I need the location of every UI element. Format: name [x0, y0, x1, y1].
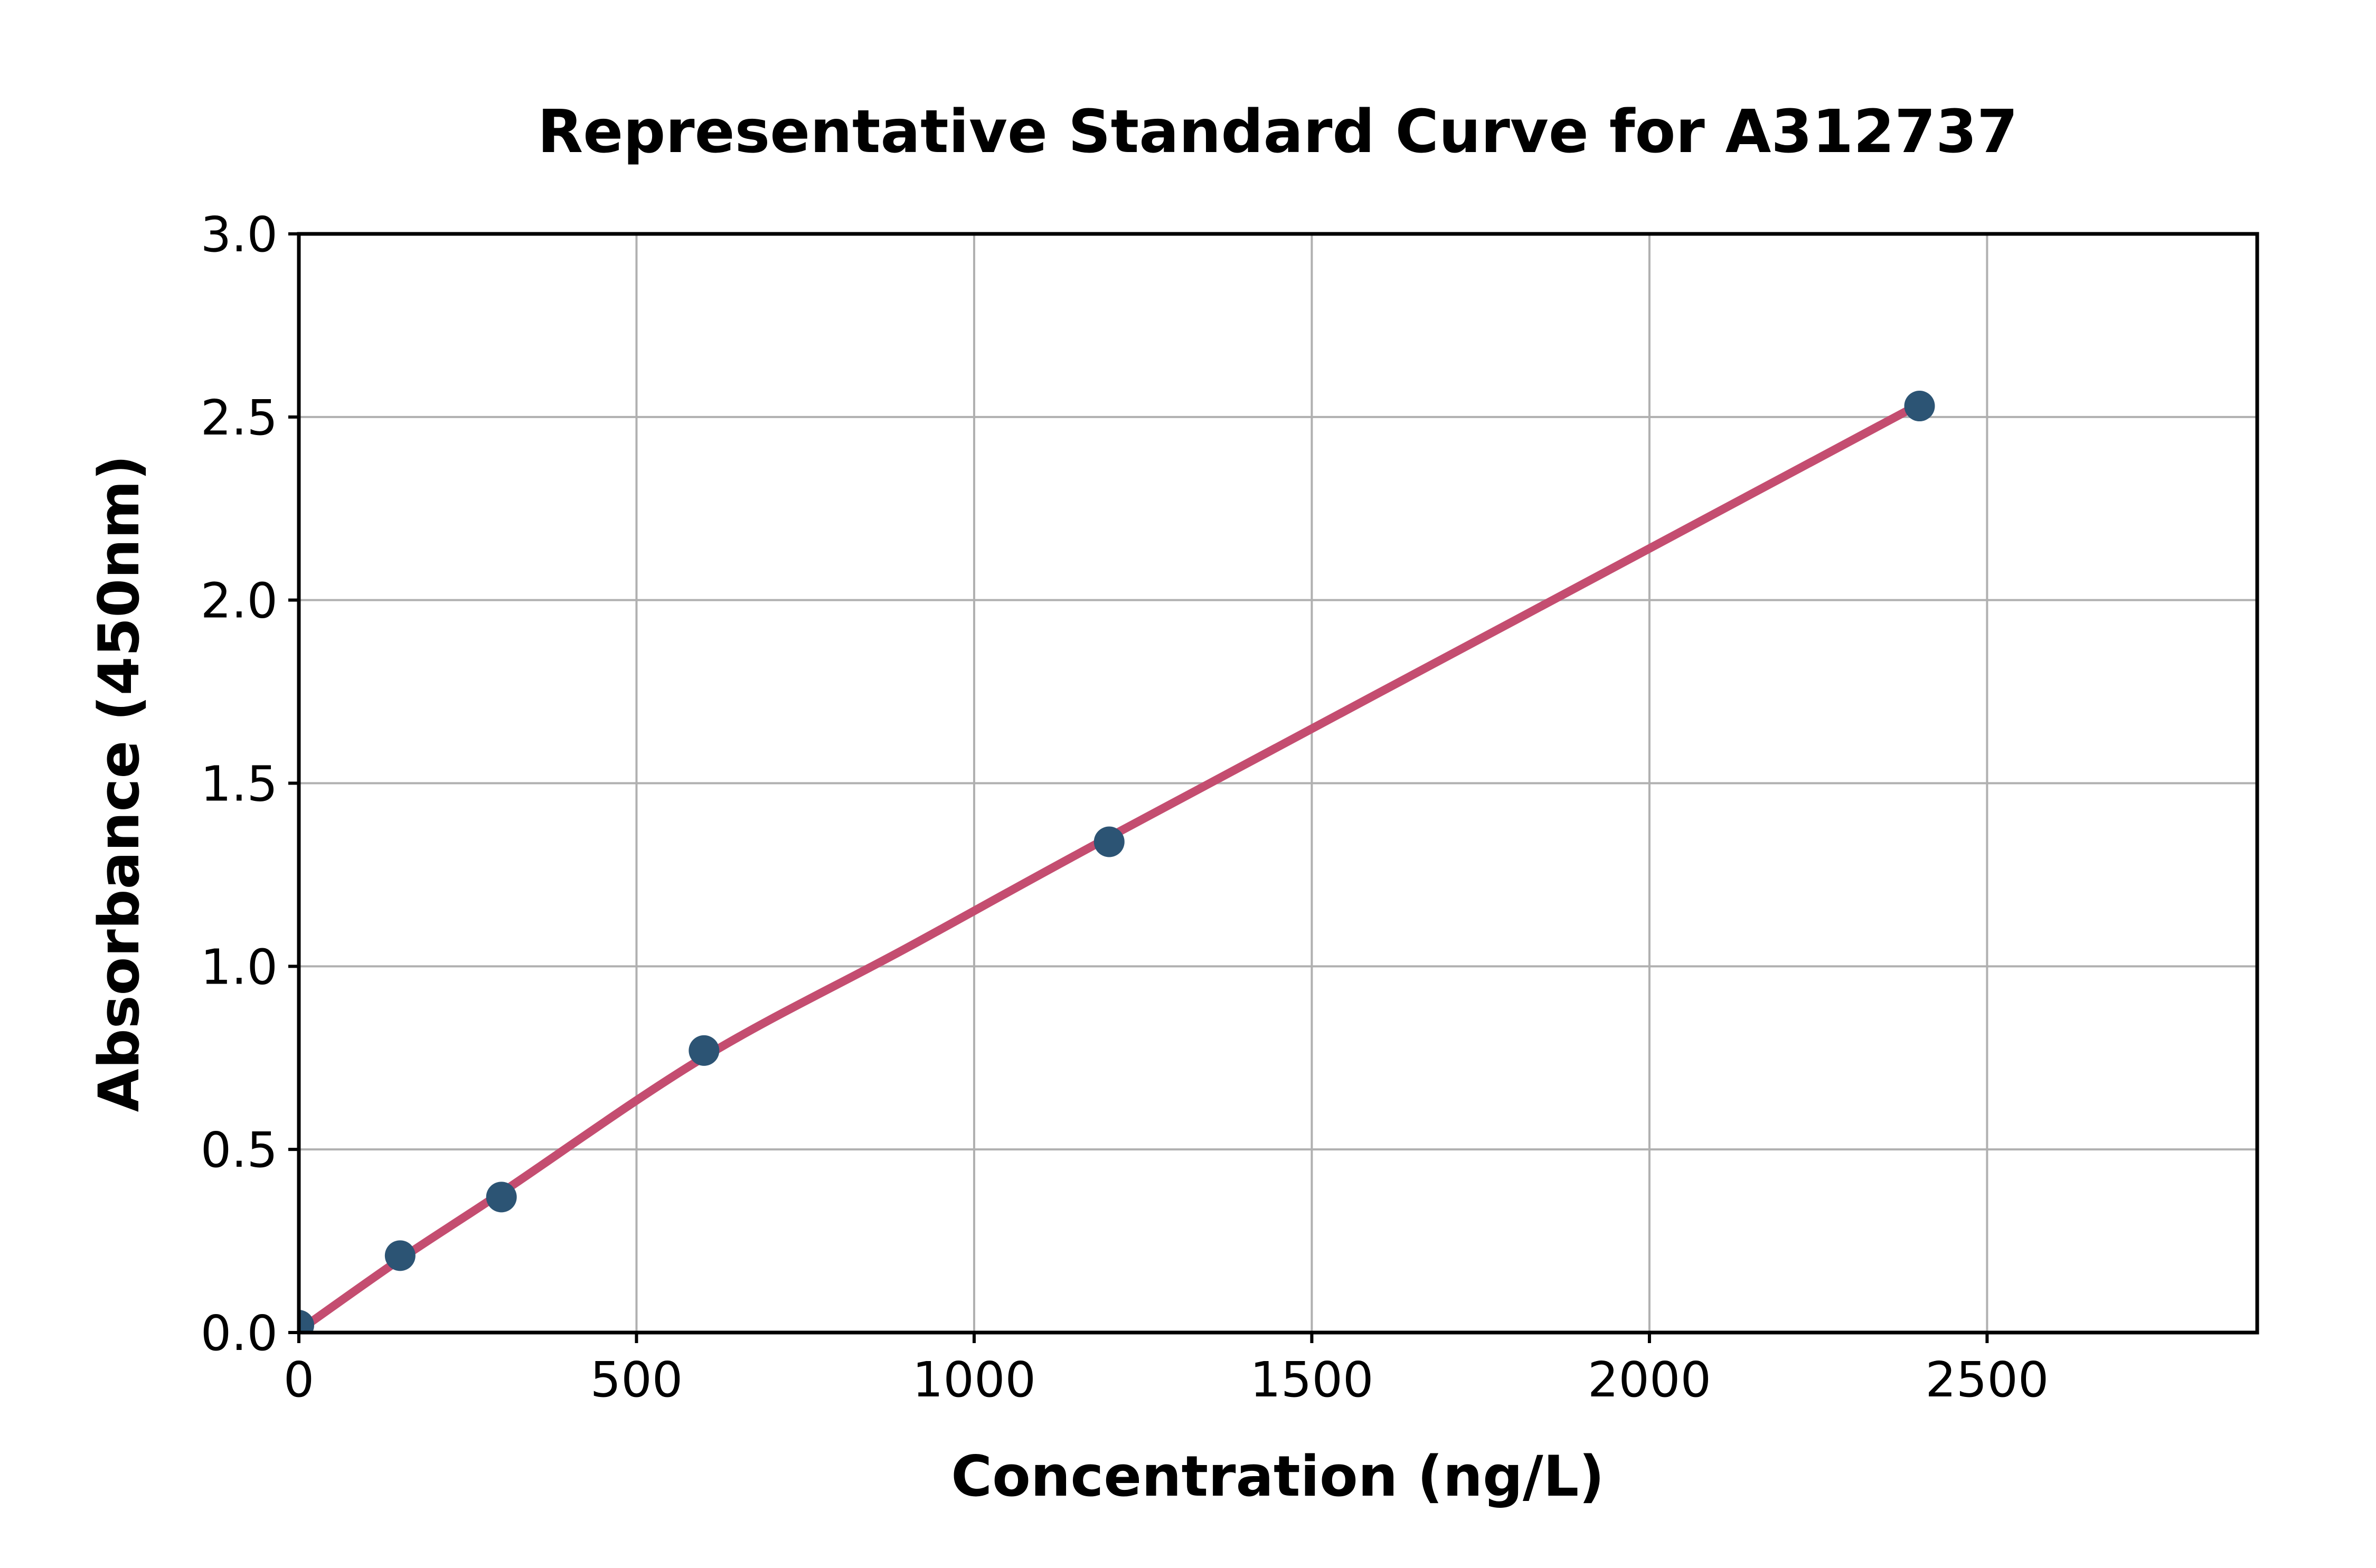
fit-curve-line — [299, 400, 1922, 1333]
y-tick-label: 3.0 — [201, 206, 278, 263]
data-point — [689, 1035, 720, 1066]
x-tick-label: 1500 — [1250, 1352, 1373, 1408]
chart-title: Representative Standard Curve for A31273… — [538, 98, 2018, 166]
x-tick-label: 500 — [590, 1352, 683, 1408]
data-point — [1904, 391, 1935, 422]
x-tick-label: 0 — [284, 1352, 315, 1408]
x-tick-label: 1000 — [912, 1352, 1036, 1408]
x-tick-label: 2500 — [1925, 1352, 2049, 1408]
y-axis-label: Absorbance (450nm) — [87, 455, 152, 1112]
grid-layer — [298, 233, 2257, 1334]
y-tick-label: 0.5 — [201, 1122, 278, 1178]
data-point — [299, 1310, 314, 1333]
y-tick-label: 1.0 — [201, 939, 278, 995]
data-point — [486, 1182, 517, 1213]
y-tick-label: 2.0 — [201, 573, 278, 629]
x-tick-label: 2000 — [1588, 1352, 1711, 1408]
tick-layer: 0 500 1000 1500 2000 2500 0.0 0.5 1.0 1.5 2.0 2.5 3.… — [201, 206, 2049, 1408]
data-point — [1093, 826, 1125, 857]
data-point — [384, 1240, 416, 1271]
y-tick-label: 0.0 — [201, 1305, 278, 1362]
x-axis-label: Concentration (ng/L) — [951, 1444, 1604, 1509]
data-layer — [299, 391, 1935, 1333]
y-tick-label: 2.5 — [201, 390, 278, 446]
y-tick-label: 1.5 — [201, 756, 278, 813]
